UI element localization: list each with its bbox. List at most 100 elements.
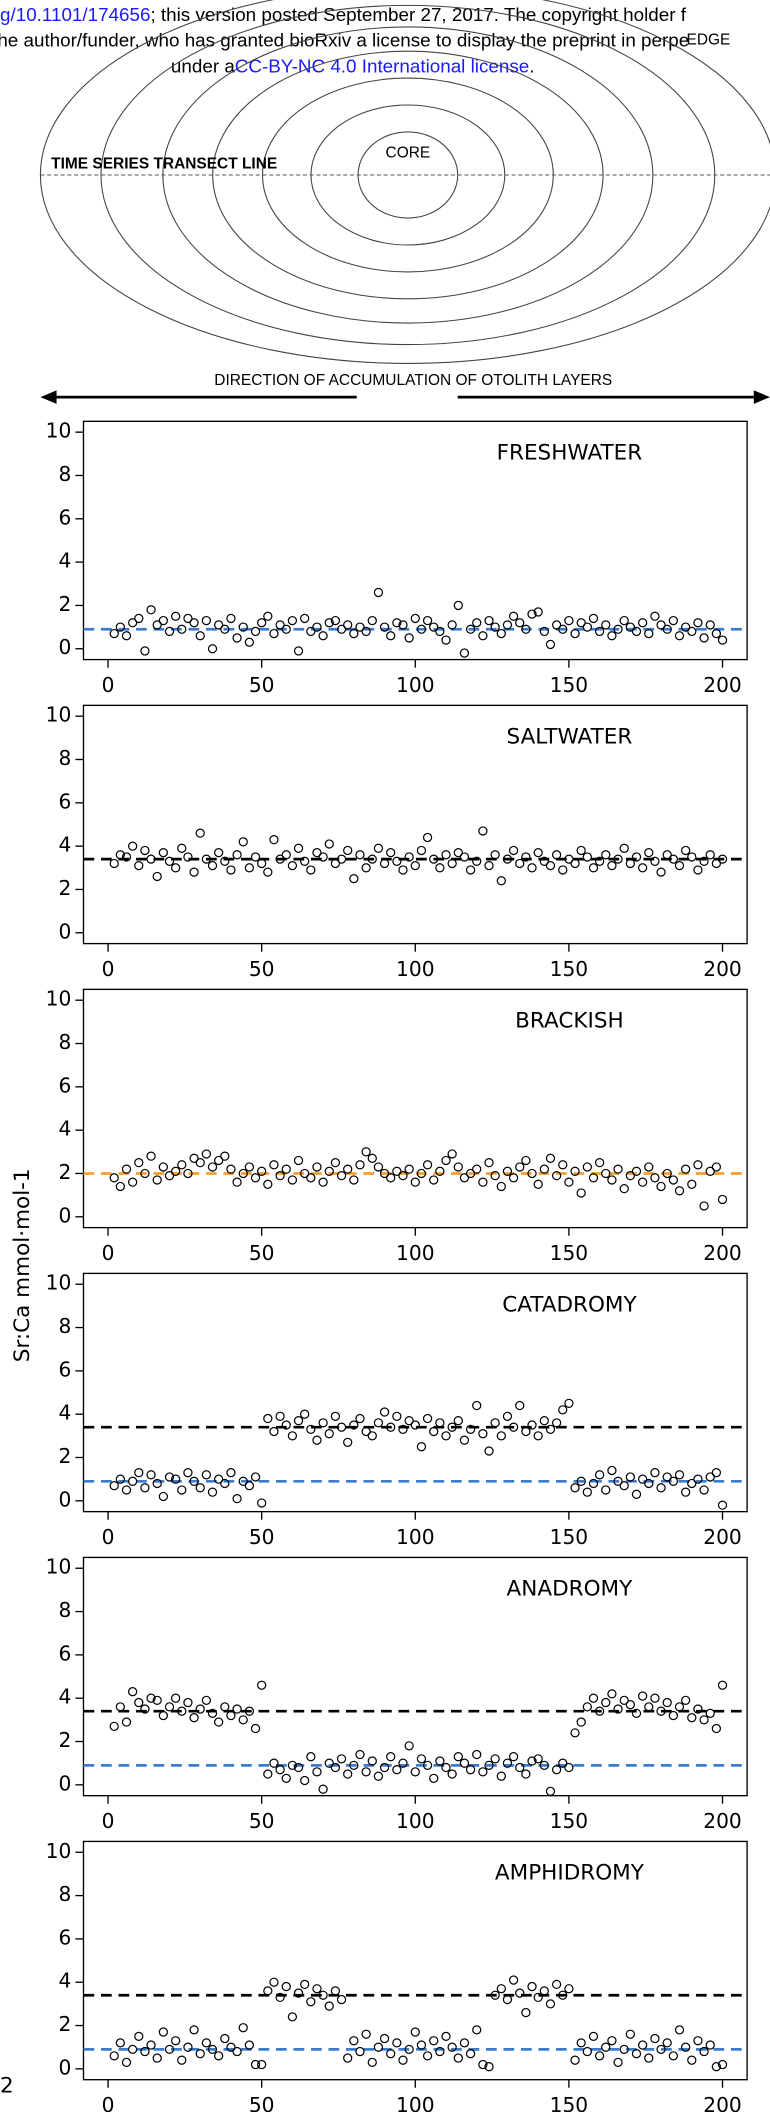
header-line: he author/funder, who has granted bioRxi… [0,30,689,51]
data-point [441,2031,451,2042]
data-point [158,847,169,858]
data-point [392,1166,402,1176]
data-point [115,1181,125,1192]
data-point [312,622,322,632]
header-text: ; this version posted September 27, 2017… [150,4,686,25]
data-point [619,1183,629,1194]
data-point [226,1710,236,1721]
data-point [127,1177,138,1187]
data-point [158,1162,169,1172]
data-point [269,1758,279,1768]
data-point [515,1162,525,1172]
data-point [220,1478,230,1489]
data-point [416,1754,427,1764]
data-point [275,1411,285,1421]
data-point [637,863,648,873]
data-point [459,2038,470,2048]
data-point [662,850,672,860]
data-point [619,843,629,853]
x-tick-label: 50 [249,1809,275,1833]
data-point [429,1175,439,1185]
data-point [601,1168,611,1179]
data-point [699,856,709,866]
x-tick-label: 150 [550,673,589,697]
data-point [220,624,230,634]
data-point [281,1773,291,1783]
y-tick-label: 4 [59,1969,72,1993]
data-point [435,2046,445,2057]
data-point [521,624,531,634]
data-point [244,1706,255,1716]
data-point [508,1975,519,1985]
data-point [453,1752,463,1762]
data-point [693,1160,703,1170]
license-link[interactable]: CC-BY-NC 4.0 International license [235,55,529,76]
data-point [416,1442,427,1452]
data-point [121,631,132,641]
data-point [373,587,384,598]
data-point [681,1695,691,1706]
data-point [330,615,341,626]
data-point [601,2042,611,2052]
data-point [398,1424,408,1434]
data-point [404,1741,414,1751]
data-point [336,624,347,634]
data-point [699,1485,709,1495]
data-point [570,2055,580,2065]
data-point [355,622,365,632]
data-point [300,1168,310,1179]
data-point [214,1474,224,1484]
data-point [478,631,488,641]
data-point [416,1168,427,1179]
plot-frame [82,420,748,661]
data-point [201,615,212,626]
data-point [533,1179,543,1189]
y-tick-label: 8 [59,1598,72,1622]
data-point [650,1468,660,1478]
data-point [502,1758,513,1768]
y-tick-label: 6 [59,789,72,813]
doi-link[interactable]: g/10.1101/174656 [0,4,150,25]
data-point [238,622,248,632]
data-point [717,1680,728,1690]
data-point [281,850,291,860]
data-point [711,1723,722,1734]
data-point [637,2040,648,2050]
data-point [515,1762,525,1773]
data-point [681,1487,691,1497]
data-point [127,618,138,628]
data-point [275,1170,285,1181]
x-tick-label: 50 [249,673,275,697]
data-point [668,615,679,626]
data-point [459,1758,470,1768]
data-point [109,628,119,639]
data-point [398,865,408,875]
data-point [152,1695,162,1706]
data-point [668,2051,679,2061]
data-point [564,1177,574,1187]
data-point [263,867,273,877]
data-point [527,863,537,873]
data-point [379,1168,390,1179]
data-point [564,615,574,626]
data-point [220,1151,230,1161]
data-point [287,1175,298,1185]
data-point [183,852,193,862]
data-point [183,1697,193,1708]
y-tick-label: 10 [46,1271,72,1295]
data-point [361,1426,371,1437]
data-point [195,2049,205,2059]
data-point [324,2001,334,2011]
data-point [533,1754,543,1764]
data-point [220,1702,230,1712]
data-point [508,1422,519,1432]
data-point [336,1754,347,1764]
data-point [257,1498,267,1508]
data-point [146,605,156,615]
data-point [711,2062,722,2072]
x-tick-label: 50 [249,1241,275,1265]
y-tick-label: 2 [59,876,72,900]
data-point [287,615,298,626]
data-point [164,2044,175,2055]
data-point [644,847,654,858]
